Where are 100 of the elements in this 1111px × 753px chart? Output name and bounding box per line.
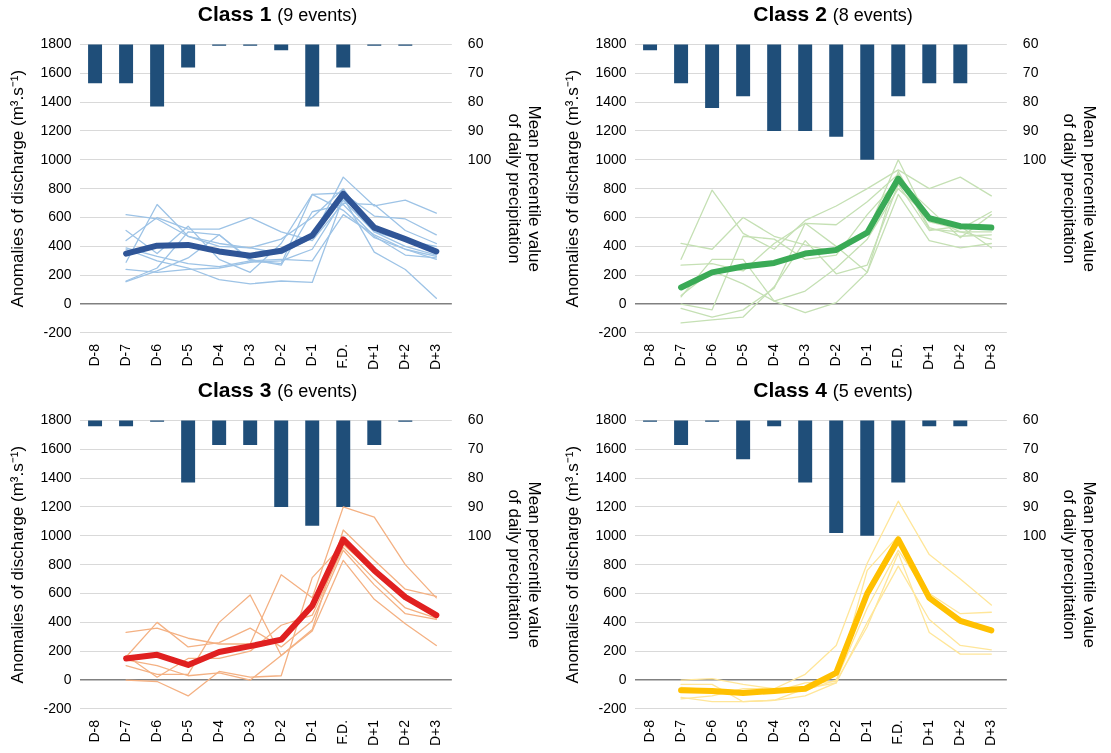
y-tick-label: 800 [48, 179, 72, 196]
x-tick-label: D+2 [396, 719, 413, 747]
chart-subtitle: (6 events) [277, 381, 358, 401]
y-tick-label: 1600 [40, 64, 72, 81]
x-tick-label: D+1 [920, 343, 937, 371]
x-tick-label: D+3 [982, 343, 999, 371]
y-tick-label: -200 [598, 699, 627, 716]
x-tick-label: D-5 [178, 719, 195, 743]
y2-tick-label: 70 [467, 440, 484, 457]
y-tick-label: 1600 [595, 64, 627, 81]
y2-tick-label: 90 [1022, 121, 1039, 138]
y-tick-label: 1200 [40, 497, 72, 514]
y-tick-label: 600 [603, 584, 627, 601]
x-tick-label: D-6 [147, 343, 164, 367]
y-tick-label: 1000 [40, 526, 72, 543]
y-tick-label: -200 [43, 323, 72, 340]
y-tick-label: 1200 [595, 121, 627, 138]
x-tick-label: D+2 [951, 343, 968, 371]
chart-subtitle: (8 events) [832, 5, 913, 25]
y2-tick-label: 100 [1022, 150, 1047, 167]
x-tick-label: D-3 [796, 719, 813, 743]
y2-tick-label: 60 [1022, 35, 1039, 52]
x-tick-label: D-5 [178, 343, 195, 367]
x-tick-label: D-3 [241, 343, 258, 367]
y-tick-label: -200 [598, 323, 627, 340]
y2-tick-label: 60 [467, 411, 484, 428]
x-tick-label: D-3 [241, 719, 258, 743]
y-tick-label: 400 [603, 613, 627, 630]
y-tick-label: 1400 [595, 92, 627, 109]
y-tick-label: 0 [63, 294, 72, 311]
chart-title: Class 1 [197, 2, 272, 25]
x-tick-label: D-8 [640, 343, 657, 367]
y2-tick-label: 100 [467, 526, 492, 543]
x-tick-label: F.D. [334, 343, 351, 369]
y-tick-label: 1000 [40, 150, 72, 167]
x-tick-label: F.D. [334, 719, 351, 745]
y2-axis-title: Mean percentile value of daily precipitation [504, 105, 545, 272]
y2-tick-label: 60 [1022, 411, 1039, 428]
y-tick-label: 600 [603, 208, 627, 225]
y-tick-label: 1600 [595, 440, 627, 457]
y-tick-label: 1400 [595, 468, 627, 485]
x-tick-label: D-8 [640, 719, 657, 743]
y-tick-label: 800 [603, 555, 627, 572]
y2-tick-label: 100 [467, 150, 492, 167]
y2-tick-label: 70 [1022, 64, 1039, 81]
y-tick-label: 1400 [40, 92, 72, 109]
x-tick-label: D-6 [702, 719, 719, 743]
y-tick-label: 600 [48, 208, 72, 225]
x-tick-label: D-7 [671, 343, 688, 367]
y-tick-label: 400 [48, 237, 72, 254]
x-tick-label: D-5 [733, 343, 750, 367]
x-tick-label: D-3 [796, 343, 813, 367]
x-tick-label: D-6 [702, 343, 719, 367]
y-tick-label: 0 [63, 670, 72, 687]
x-tick-label: D-1 [858, 719, 875, 743]
y-tick-label: 1000 [595, 150, 627, 167]
x-tick-label: D-1 [303, 343, 320, 367]
x-tick-label: D-4 [765, 343, 782, 367]
y2-axis-title: Mean percentile value of daily precipitation [1059, 481, 1100, 648]
y-axis-title: Anomalies of discharge (m³.s⁻¹) [562, 445, 582, 684]
y-tick-label: 1400 [40, 468, 72, 485]
y2-tick-label: 80 [1022, 92, 1039, 109]
x-tick-label: D+2 [396, 343, 413, 371]
y-tick-label: 1800 [40, 35, 72, 52]
y2-tick-label: 90 [467, 497, 484, 514]
y-tick-label: 200 [603, 642, 627, 659]
x-tick-label: D-2 [272, 719, 289, 743]
y-tick-label: 600 [48, 584, 72, 601]
x-tick-label: D-8 [85, 719, 102, 743]
x-tick-label: D-4 [765, 719, 782, 743]
y-tick-label: 1000 [595, 526, 627, 543]
y2-tick-label: 90 [1022, 497, 1039, 514]
y2-tick-label: 80 [467, 468, 484, 485]
x-tick-label: D+1 [920, 719, 937, 747]
chart-subtitle: (9 events) [277, 5, 358, 25]
y-axis-title: Anomalies of discharge (m³.s⁻¹) [562, 69, 582, 308]
y-tick-label: 400 [48, 613, 72, 630]
x-tick-label: D-2 [827, 719, 844, 743]
x-tick-label: D-4 [210, 719, 227, 743]
chart-title: Class 4 [753, 378, 827, 401]
x-tick-label: D-2 [272, 343, 289, 367]
x-tick-label: D-7 [116, 343, 133, 367]
x-tick-label: D-4 [210, 343, 227, 367]
y2-tick-label: 100 [1022, 526, 1047, 543]
x-tick-label: D-5 [733, 719, 750, 743]
y-tick-label: 1600 [40, 440, 72, 457]
y-tick-label: 1800 [595, 35, 627, 52]
x-tick-label: D+3 [427, 719, 444, 747]
y2-tick-label: 90 [467, 121, 484, 138]
y-tick-label: 800 [603, 179, 627, 196]
y-tick-label: 1200 [595, 497, 627, 514]
y2-tick-label: 70 [1022, 440, 1039, 457]
x-tick-label: D-8 [85, 343, 102, 367]
y-tick-label: 1800 [595, 411, 627, 428]
y2-axis-title: Mean percentile value of daily precipitation [504, 481, 545, 648]
y-tick-label: 400 [603, 237, 627, 254]
y-tick-label: 1200 [40, 121, 72, 138]
y-tick-label: 200 [48, 642, 72, 659]
y2-axis-title: Mean percentile value of daily precipitation [1059, 105, 1100, 272]
y-axis-title: Anomalies of discharge (m³.s⁻¹) [7, 445, 27, 684]
